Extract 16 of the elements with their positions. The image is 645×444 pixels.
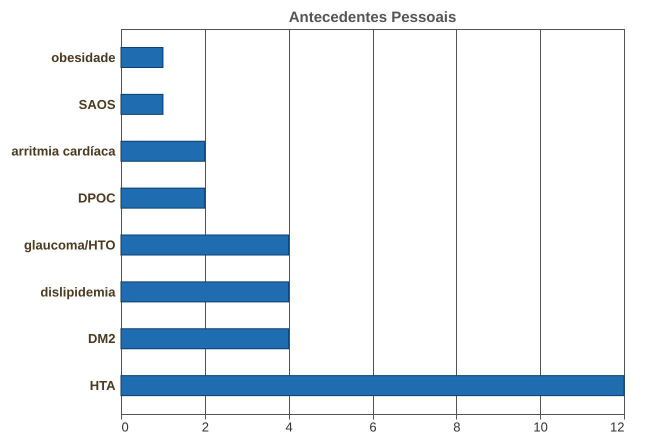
x-tick-label: 0 [122,420,129,434]
y-tick-label: HTA [90,378,116,394]
x-tick-label: 4 [286,420,293,434]
y-tick-label: arritmia cardíaca [11,144,116,159]
x-tick-label: 10 [533,420,548,434]
y-tick-label: obesidade [51,50,116,65]
y-tick-label: SAOS [78,96,116,112]
y-tick-label: glaucoma/HTO [24,237,116,252]
chart-title: Antecedentes Pessoais [288,9,456,26]
y-tick-label: DPOC [78,190,116,206]
x-tick-label: 6 [369,420,377,434]
x-tick-label: 12 [610,420,624,434]
y-tick-label: DM2 [88,331,116,346]
x-tick-label: 8 [453,420,460,434]
y-tick-label: dislipidemia [40,284,116,300]
x-tick-label: 2 [202,420,209,434]
